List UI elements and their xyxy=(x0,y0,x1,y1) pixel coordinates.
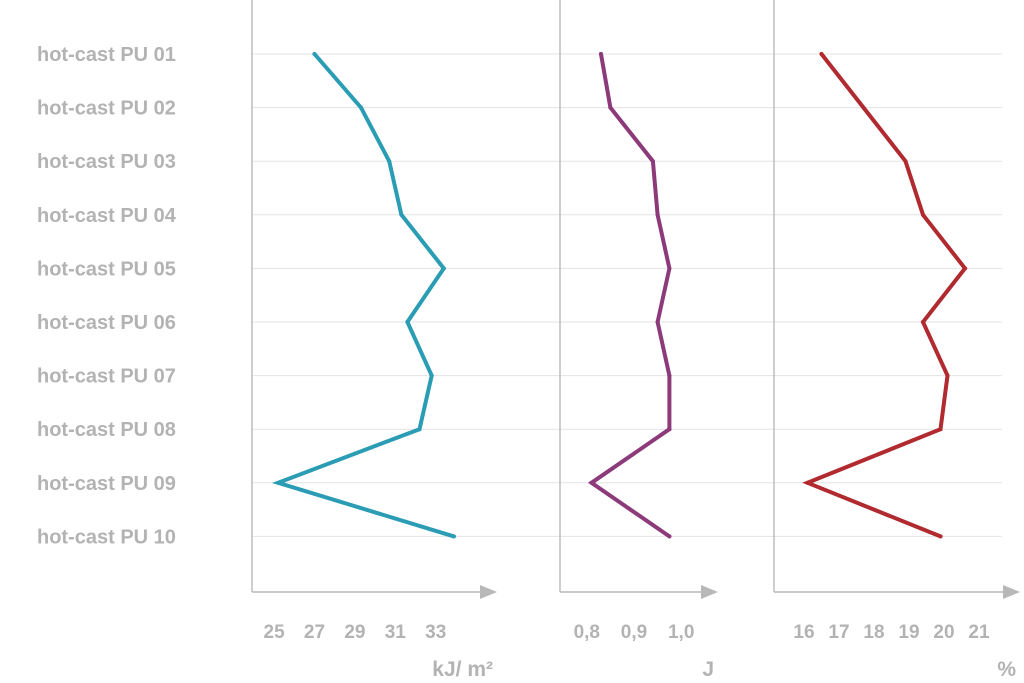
category-labels: hot-cast PU 01 hot-cast PU 02 hot-cast PU … xyxy=(37,44,177,548)
category-label: hot-cast PU 10 xyxy=(37,526,176,548)
x-tick-label: 19 xyxy=(898,622,919,643)
data-point xyxy=(921,212,925,217)
data-point xyxy=(963,266,967,271)
x-tick-label: 20 xyxy=(933,622,954,643)
category-label: hot-cast PU 05 xyxy=(37,258,176,280)
panel-2: 0,8 0,9 1,0 J xyxy=(559,0,718,681)
x-axis-arrow xyxy=(480,585,497,599)
data-point xyxy=(405,320,410,324)
x-axis-unit-label: % xyxy=(997,658,1016,681)
x-tick-label: 0,8 xyxy=(574,622,600,643)
x-axis-unit-label: kJ/ m² xyxy=(432,658,493,681)
data-point xyxy=(441,266,446,271)
data-point xyxy=(608,105,613,110)
category-label: hot-cast PU 01 xyxy=(37,44,176,66)
grid-layer xyxy=(252,53,1002,537)
data-point xyxy=(655,320,660,324)
data-point xyxy=(650,159,655,164)
data-point xyxy=(903,159,908,164)
data-point xyxy=(417,427,422,432)
data-point xyxy=(805,480,810,485)
data-point xyxy=(387,159,392,164)
data-point xyxy=(819,52,824,56)
category-label: hot-cast PU 09 xyxy=(37,473,176,495)
category-label: hot-cast PU 07 xyxy=(37,366,176,388)
panel-3: 16 17 18 19 20 21% xyxy=(773,0,1020,681)
x-axis-unit-label: J xyxy=(702,658,714,681)
series-line xyxy=(587,52,672,539)
data-point xyxy=(358,105,363,110)
data-point xyxy=(312,52,317,56)
data-point xyxy=(921,320,925,324)
x-tick-label: 27 xyxy=(304,622,325,643)
data-point xyxy=(598,52,603,56)
x-tick-label: 25 xyxy=(264,622,286,643)
data-point xyxy=(667,266,672,271)
x-tick-label: 1,0 xyxy=(668,622,694,643)
series-line xyxy=(802,52,968,539)
category-label: hot-cast PU 02 xyxy=(37,98,176,120)
data-point xyxy=(667,534,672,539)
data-point xyxy=(429,373,434,378)
x-axis-arrow xyxy=(1003,585,1020,599)
data-point xyxy=(938,534,943,539)
x-tick-label: 33 xyxy=(425,622,446,643)
x-tick-label: 17 xyxy=(828,622,849,643)
data-point xyxy=(276,480,281,485)
category-label: hot-cast PU 04 xyxy=(37,205,177,227)
data-point xyxy=(399,212,404,217)
data-point xyxy=(667,373,672,378)
x-tick-label: 18 xyxy=(863,622,884,643)
x-tick-label: 21 xyxy=(968,622,990,643)
data-point xyxy=(667,427,672,432)
category-label: hot-cast PU 08 xyxy=(37,419,176,441)
data-point xyxy=(861,105,866,110)
x-tick-label: 29 xyxy=(344,622,365,643)
x-tick-label: 31 xyxy=(385,622,407,643)
data-point xyxy=(655,212,660,217)
data-point xyxy=(451,534,456,539)
panel-1: 25 27 29 31 33 kJ/ m² xyxy=(251,0,497,681)
data-point xyxy=(589,480,594,485)
x-tick-label: 0,9 xyxy=(621,622,647,643)
x-tick-label: 16 xyxy=(793,622,814,643)
x-axis-arrow xyxy=(701,585,718,599)
panels: 25 27 29 31 33 kJ/ m² 0,8 0,9 1,0 J 16 17 18 19 20 21% xyxy=(251,0,1020,681)
data-point xyxy=(938,427,943,432)
series-line xyxy=(271,52,456,539)
category-label: hot-cast PU 06 xyxy=(37,312,176,334)
data-point xyxy=(945,373,950,378)
category-label: hot-cast PU 03 xyxy=(37,151,176,173)
